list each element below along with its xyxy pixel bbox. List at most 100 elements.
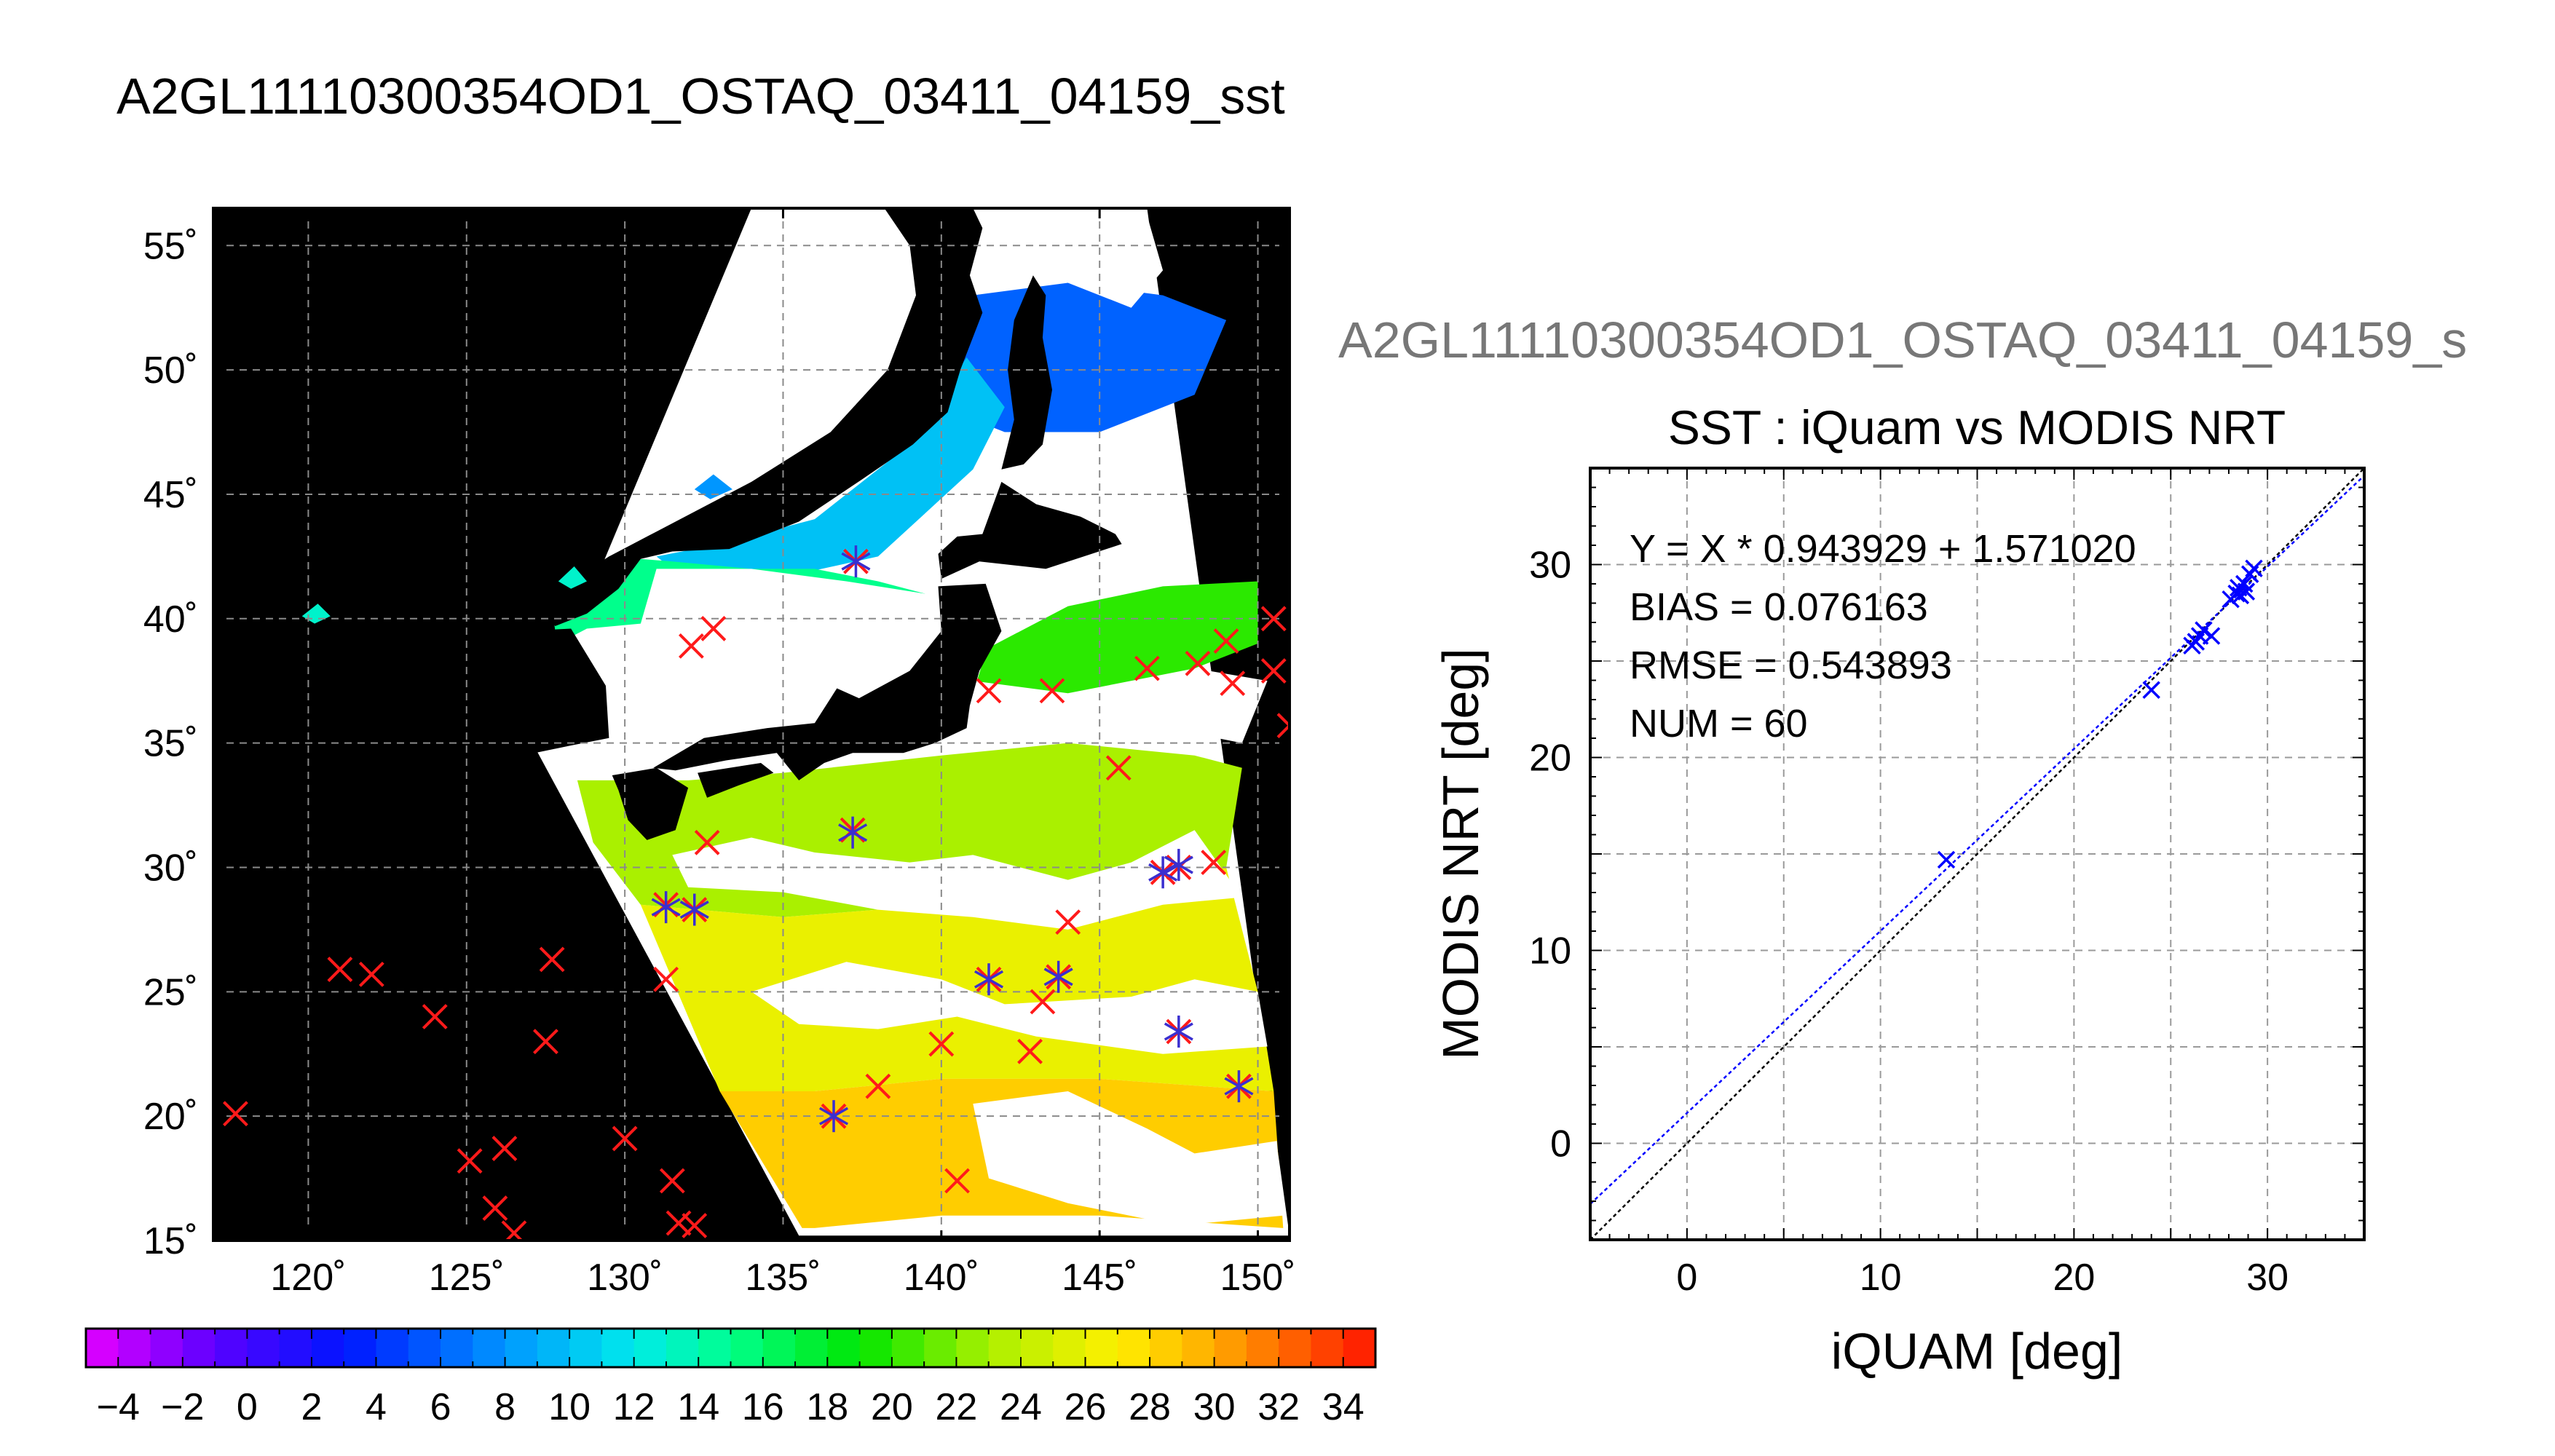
colorbar-tick-label: −2 [161, 1386, 204, 1428]
land-mass [536, 208, 983, 626]
colorbar-tick-label: 28 [1129, 1386, 1171, 1428]
colorbar-tick-label: 20 [871, 1386, 913, 1428]
scatter-stat-label: RMSE = 0.543893 [1630, 644, 1952, 687]
figure-title: A2GL11110300354OD1_OSTAQ_03411_04159_sst [117, 68, 1285, 124]
land-mass [653, 583, 1002, 780]
colorbar-tick-label: 8 [494, 1386, 516, 1428]
matchup-marker [1148, 856, 1178, 889]
scatter-x-tick-label: 10 [1860, 1257, 1902, 1299]
colorbar-cell [311, 1329, 344, 1367]
scatter-point [2202, 627, 2221, 645]
iquam-marker [223, 1101, 248, 1127]
latitude-tick-label: 20˚ [143, 1096, 198, 1138]
colorbar-cell [1053, 1329, 1086, 1367]
iquam-marker [694, 829, 720, 855]
identity-line [1590, 468, 2364, 1240]
longitude-tick-label: 140˚ [904, 1257, 979, 1299]
iquam-marker [1220, 670, 1246, 697]
colorbar-cell [795, 1329, 828, 1367]
scatter-plot-header: A2GL11110300354OD1_OSTAQ_03411_04159_s [1338, 312, 2468, 368]
longitude-tick-label: 130˚ [587, 1257, 663, 1299]
latitude-tick-label: 40˚ [143, 598, 198, 641]
land-mass [938, 481, 1122, 579]
sst-patch [694, 474, 732, 499]
iquam-marker [865, 1073, 891, 1099]
colorbar-cell [247, 1329, 280, 1367]
colorbar-tick-label: 22 [936, 1386, 978, 1428]
longitude-tick-label: 135˚ [745, 1257, 821, 1299]
land-mass [498, 628, 609, 759]
colorbar-cell [505, 1329, 538, 1367]
longitude-tick-label: 145˚ [1062, 1257, 1137, 1299]
scatter-point [2195, 621, 2213, 639]
cloud-region [973, 1091, 1284, 1226]
iquam-marker [422, 1004, 448, 1029]
colorbar-tick-label: 12 [613, 1386, 655, 1428]
colorbar-cell [569, 1329, 602, 1367]
latitude-tick-label: 35˚ [143, 723, 198, 765]
matchup-marker [651, 891, 681, 924]
colorbar-tick-label: 26 [1065, 1386, 1107, 1428]
map-content [301, 208, 1290, 1236]
iquam-marker [501, 1220, 527, 1241]
scatter-x-tick-labels: 0 10 20 30 [1676, 1257, 2289, 1299]
iquam-marker [482, 1195, 508, 1221]
iquam-marker [1213, 628, 1239, 654]
sst-map-panel: 120˚ 125˚ 130˚ 135˚ 140˚ 145˚ 150˚ 15˚ 20˚ 25˚ 30… [143, 207, 1296, 1299]
iquam-marker [659, 1168, 685, 1194]
scatter-y-tick-label: 20 [1529, 737, 1571, 780]
iquam-marker [1185, 650, 1211, 676]
colorbar-tick-label: 0 [237, 1386, 258, 1428]
colorbar-cell [1182, 1329, 1215, 1367]
cloud-region [751, 962, 1268, 1054]
scatter-point [2245, 559, 2263, 578]
colorbar-tick-label: 30 [1193, 1386, 1236, 1428]
colorbar-cell [601, 1329, 635, 1367]
iquam-marker [944, 1168, 970, 1194]
iquam-marker [1017, 1038, 1043, 1064]
colorbar-cell [537, 1329, 570, 1367]
scatter-annotations: Y = X * 0.943929 + 1.571020 BIAS = 0.0761… [1630, 527, 2136, 745]
scatter-fit-lines [1590, 468, 2364, 1240]
colorbar-cell [1020, 1329, 1054, 1367]
map-ticks [213, 208, 1290, 1242]
colorbar-cell [182, 1329, 216, 1367]
matchup-marker [841, 545, 871, 578]
scatter-point [2237, 582, 2256, 601]
colorbar-ticks [117, 1329, 1344, 1367]
scatter-point [1937, 850, 1956, 869]
sst-patch [558, 566, 587, 589]
sst-region [973, 581, 1258, 694]
map-gridlines [213, 208, 1290, 1241]
colorbar-cell [344, 1329, 377, 1367]
colorbar-cell [118, 1329, 151, 1367]
colorbar-cell [1150, 1329, 1182, 1367]
colorbar-cell [859, 1329, 893, 1367]
iquam-marker [533, 1029, 558, 1055]
colorbar-cell [279, 1329, 312, 1367]
colorbar-cell [473, 1329, 506, 1367]
scatter-y-axis-label: MODIS NRT [deg] [1432, 648, 1489, 1059]
land-mass [698, 763, 774, 798]
iquam-marker [1260, 606, 1287, 632]
scatter-stat-label: BIAS = 0.076163 [1630, 585, 1928, 629]
colorbar-tick-label: 24 [1000, 1386, 1042, 1428]
latitude-tick-label: 25˚ [143, 971, 198, 1013]
colorbar-cell [1279, 1329, 1312, 1367]
scatter-y-tick-label: 30 [1529, 545, 1571, 587]
iquam-marker [1030, 989, 1056, 1015]
scatter-point [2142, 681, 2160, 699]
iquam-marker [1105, 755, 1132, 781]
scatter-points [1937, 559, 2263, 869]
colorbar-tick-label: 16 [742, 1386, 784, 1428]
sst-region [656, 357, 1005, 582]
map-frame [212, 207, 1291, 1242]
scatter-ticks [1590, 468, 2364, 1240]
colorbar-cell [666, 1329, 699, 1367]
colorbar-cell [730, 1329, 764, 1367]
colorbar-cell [150, 1329, 183, 1367]
colorbar-cell [891, 1329, 925, 1367]
colorbar-cells [86, 1329, 1376, 1367]
scatter-y-tick-labels: 0 10 20 30 [1529, 545, 1571, 1166]
iquam-marker [1055, 909, 1081, 935]
